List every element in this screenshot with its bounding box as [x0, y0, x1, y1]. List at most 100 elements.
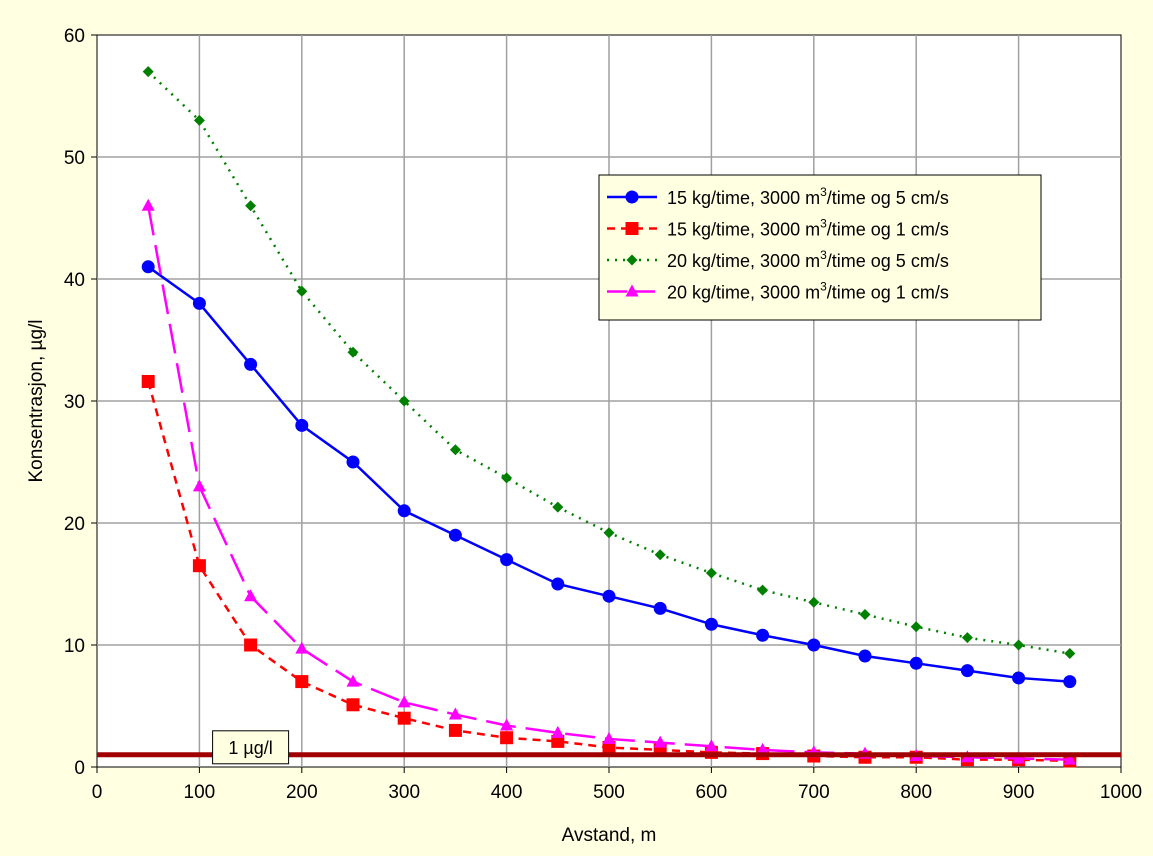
legend-label: 20 kg/time, 3000 m3/time og 1 cm/s	[667, 280, 949, 303]
legend-marker	[625, 222, 639, 235]
x-tick-label: 300	[388, 782, 420, 803]
data-point	[859, 609, 871, 620]
data-point	[551, 734, 565, 748]
data-point	[193, 114, 205, 126]
legend-label: 15 kg/time, 3000 m3/time og 1 cm/s	[667, 217, 949, 240]
data-point	[910, 621, 922, 633]
data-point	[808, 596, 820, 608]
legend-box	[598, 174, 1042, 321]
data-point	[397, 711, 411, 725]
data-point	[448, 723, 462, 737]
data-point	[960, 664, 974, 678]
data-point	[244, 589, 258, 602]
reference-label: 1 µg/l	[228, 738, 272, 758]
data-point	[551, 725, 565, 738]
data-point	[141, 198, 155, 211]
data-point	[141, 374, 155, 388]
x-tick-label: 700	[798, 782, 830, 803]
legend-label: 20 kg/time, 3000 m3/time og 5 cm/s	[667, 248, 949, 271]
y-tick-label: 20	[64, 514, 85, 535]
y-axis-title: Konsentrasjon, µg/l	[26, 319, 47, 482]
y-tick-label: 50	[64, 148, 85, 169]
data-point	[296, 285, 308, 297]
data-point	[961, 632, 973, 644]
data-point	[347, 346, 359, 358]
data-point	[346, 455, 360, 469]
data-point	[551, 577, 565, 591]
data-point	[346, 698, 360, 712]
data-point	[397, 504, 411, 518]
data-point	[1012, 751, 1026, 764]
data-point	[909, 656, 923, 670]
legend-marker	[625, 190, 639, 204]
data-point	[449, 444, 461, 456]
x-tick-label: 800	[900, 782, 932, 803]
legend-marker	[625, 284, 639, 297]
data-point	[757, 584, 769, 596]
data-point	[1013, 639, 1025, 651]
data-point	[653, 601, 667, 615]
x-axis-title: Avstand, m	[562, 825, 657, 846]
legend-label: 15 kg/time, 3000 m3/time og 5 cm/s	[667, 185, 949, 208]
data-point	[603, 527, 615, 539]
data-point	[807, 638, 821, 652]
data-point	[704, 617, 718, 631]
x-tick-label: 1000	[1100, 782, 1142, 803]
data-point	[500, 731, 514, 745]
data-point	[1063, 675, 1077, 689]
data-point	[602, 740, 616, 754]
data-point	[398, 395, 410, 407]
data-point	[295, 418, 309, 432]
data-point	[1063, 752, 1077, 765]
data-point	[141, 260, 155, 274]
y-tick-label: 30	[64, 392, 85, 413]
y-tick-label: 10	[64, 636, 85, 657]
data-point	[602, 731, 616, 744]
data-point	[244, 357, 258, 371]
data-point	[500, 718, 514, 731]
data-point	[142, 66, 154, 78]
data-point	[245, 200, 257, 212]
data-point	[653, 735, 667, 748]
data-point	[1064, 648, 1076, 660]
series-3	[142, 66, 1076, 660]
data-point	[756, 628, 770, 642]
data-point	[704, 739, 718, 752]
reference-label-box	[212, 730, 290, 765]
data-point	[448, 528, 462, 542]
data-point	[192, 296, 206, 310]
y-tick-label: 60	[64, 26, 85, 47]
data-point	[500, 553, 514, 567]
data-point	[1012, 671, 1026, 685]
x-tick-label: 0	[92, 782, 103, 803]
x-tick-label: 500	[593, 782, 625, 803]
data-point	[192, 479, 206, 492]
y-tick-label: 0	[74, 758, 85, 779]
data-point	[501, 472, 513, 484]
legend: 15 kg/time, 3000 m3/time og 5 cm/s 15 kg/…	[598, 174, 1042, 321]
legend-marker	[626, 254, 638, 266]
data-point	[295, 641, 309, 654]
data-point	[654, 549, 666, 561]
data-point	[346, 674, 360, 687]
x-tick-label: 600	[696, 782, 728, 803]
reference-line-group: 1 µg/l	[97, 730, 1121, 765]
x-tick-label: 200	[286, 782, 318, 803]
data-point	[858, 649, 872, 663]
x-tick-label: 900	[1003, 782, 1035, 803]
data-point	[602, 589, 616, 603]
data-point	[295, 675, 309, 689]
data-point	[552, 501, 564, 513]
data-point	[756, 742, 770, 755]
axis-ticks: 0 100 200 300 400 500 600 700 800 900 1000 0 10 20 30 4…	[64, 26, 1142, 803]
data-point	[448, 707, 462, 720]
data-point	[244, 638, 258, 652]
x-tick-label: 100	[184, 782, 216, 803]
data-point	[705, 567, 717, 579]
y-tick-label: 40	[64, 270, 85, 291]
data-point	[192, 559, 206, 573]
data-point	[397, 695, 411, 708]
series-1	[141, 260, 1077, 689]
